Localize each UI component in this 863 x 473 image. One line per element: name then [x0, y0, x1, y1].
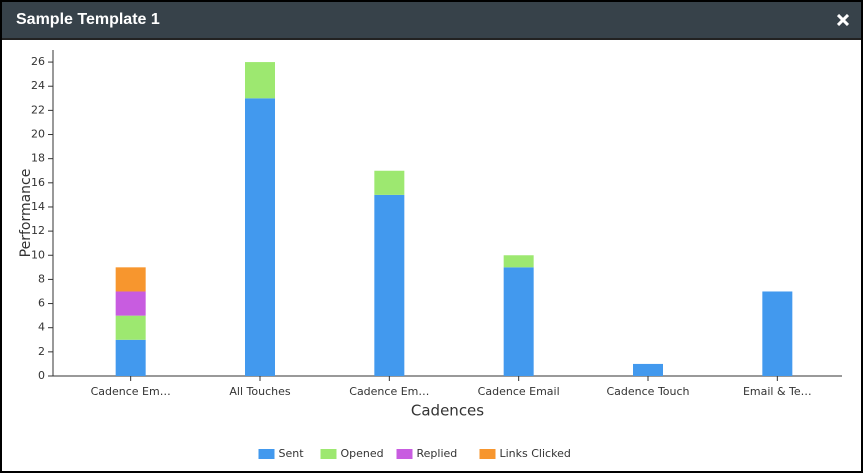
bar-segment [245, 98, 275, 376]
bar-segment [115, 315, 146, 340]
y-tick-label: 12 [31, 224, 45, 237]
y-tick-label: 6 [38, 297, 45, 310]
chart: 02468101214161820222426PerformanceCadenc… [18, 50, 842, 460]
legend-label: Replied [417, 447, 458, 460]
y-tick-label: 0 [38, 369, 45, 382]
bar-segment [115, 291, 146, 316]
bar-segment [115, 267, 146, 292]
x-tick-label: Email & Te… [743, 385, 812, 398]
modal-header: Sample Template 1 [2, 2, 861, 40]
y-tick-label: 14 [31, 200, 45, 213]
y-tick-label: 4 [38, 321, 45, 334]
modal-title: Sample Template 1 [16, 11, 160, 28]
legend-label: Opened [341, 447, 384, 460]
legend-swatch [320, 449, 337, 459]
bar-segment [503, 267, 534, 376]
y-tick-label: 16 [31, 176, 45, 189]
x-tick-label: Cadence Touch [606, 385, 689, 398]
legend-label: Sent [279, 447, 305, 460]
y-tick-label: 20 [31, 128, 45, 141]
y-tick-label: 26 [31, 55, 45, 68]
y-tick-label: 24 [31, 79, 45, 92]
close-button[interactable] [837, 14, 849, 26]
y-tick-label: 22 [31, 103, 45, 116]
bar-segment [633, 363, 663, 376]
x-axis-label: Cadences [411, 402, 484, 420]
legend-swatch [396, 449, 413, 459]
bar-segment [245, 62, 275, 99]
y-tick-label: 8 [38, 272, 45, 285]
y-tick-label: 2 [38, 345, 45, 358]
x-tick-label: Cadence Em… [349, 385, 429, 398]
bar-segment [374, 194, 405, 376]
legend-swatch [258, 449, 275, 459]
x-tick-label: Cadence Em… [91, 385, 171, 398]
bar-segment [115, 339, 146, 376]
bar-segment [374, 170, 405, 195]
bar-segment [762, 291, 793, 376]
y-tick-label: 18 [31, 152, 45, 165]
legend-label: Links Clicked [500, 447, 571, 460]
x-tick-label: All Touches [229, 385, 290, 398]
x-tick-label: Cadence Email [478, 385, 560, 398]
y-axis-label: Performance [18, 169, 34, 258]
bar-segment [503, 255, 534, 268]
y-tick-label: 10 [31, 248, 45, 261]
legend-swatch [479, 449, 496, 459]
